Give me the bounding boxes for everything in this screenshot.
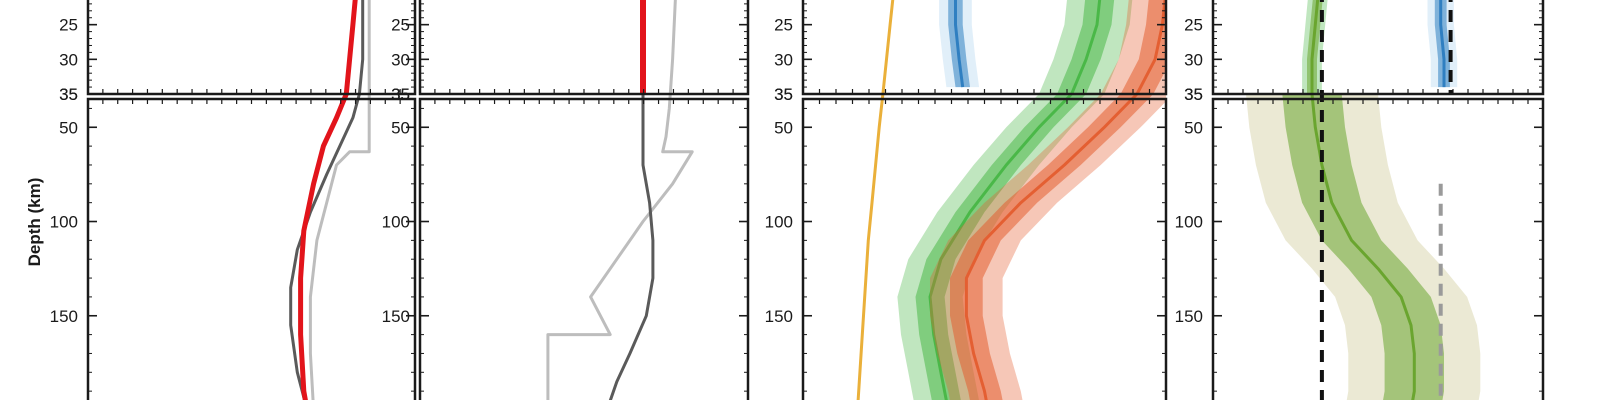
y-tick-label: 30	[1184, 50, 1203, 69]
upper-frame	[418, 0, 750, 96]
panel-4-data	[1246, 0, 1481, 400]
y-tick-label: 50	[774, 118, 793, 137]
y-tick-label: 50	[1184, 118, 1203, 137]
y-tick-label: 150	[1175, 307, 1203, 326]
band-center-green_dark	[1310, 93, 1416, 400]
band-center-orange_red	[964, 0, 1166, 400]
band-center-green_dark	[1310, 0, 1320, 94]
lower-frame	[86, 97, 417, 400]
y-tick-label: 35	[1184, 85, 1203, 104]
panel-3-data	[856, 0, 1166, 400]
y-tick-label: 35	[774, 85, 793, 104]
y-tick-label: 35	[59, 85, 78, 104]
band-center-blue	[954, 0, 965, 88]
y-axis-title: Depth (km)	[25, 178, 44, 267]
y-tick-label: 25	[774, 16, 793, 35]
y-tick-label: 150	[765, 307, 793, 326]
band-inner-blue	[948, 0, 970, 88]
panels-layer: 2530355010015035253035501001503525303550…	[50, 0, 1545, 400]
y-tick-label: 30	[774, 50, 793, 69]
upper-frame	[86, 0, 417, 96]
panel-2-data	[546, 0, 694, 400]
y-tick-label: 35	[391, 85, 410, 104]
upper-frame	[1211, 0, 1545, 96]
series-light_gray-0	[546, 0, 694, 400]
y-tick-label: 30	[59, 50, 78, 69]
y-tick-label: 25	[1184, 16, 1203, 35]
y-tick-label: 50	[59, 118, 78, 137]
y-tick-label: 35	[59, 85, 78, 104]
series-dark_gray-1	[608, 94, 655, 400]
series-dark_gray-1	[289, 0, 365, 400]
y-tick-label: 100	[1175, 213, 1203, 232]
y-tick-label: 35	[1184, 85, 1203, 104]
y-tick-label: 35	[391, 85, 410, 104]
panel-1-data	[289, 0, 371, 400]
y-tick-label: 150	[382, 307, 410, 326]
y-tick-label: 50	[391, 118, 410, 137]
band-inner-orange_red	[950, 0, 1166, 400]
band-center-green	[928, 0, 1102, 400]
series-red-2	[298, 0, 358, 400]
y-tick-label: 35	[774, 85, 793, 104]
y-tick-label: 100	[382, 213, 410, 232]
y-tick-label: 100	[765, 213, 793, 232]
panel-1: 25 30 35 50 100 150 35	[50, 0, 417, 400]
y-tick-label: 25	[59, 16, 78, 35]
lower-frame	[418, 97, 750, 400]
series-orange-0	[856, 0, 895, 400]
y-tick-label: 25	[391, 16, 410, 35]
band-center-blue	[1439, 0, 1446, 88]
series-light_gray-0	[308, 0, 371, 400]
y-tick-label: 30	[391, 50, 410, 69]
y-tick-label: 150	[50, 307, 78, 326]
y-tick-label: 100	[50, 213, 78, 232]
